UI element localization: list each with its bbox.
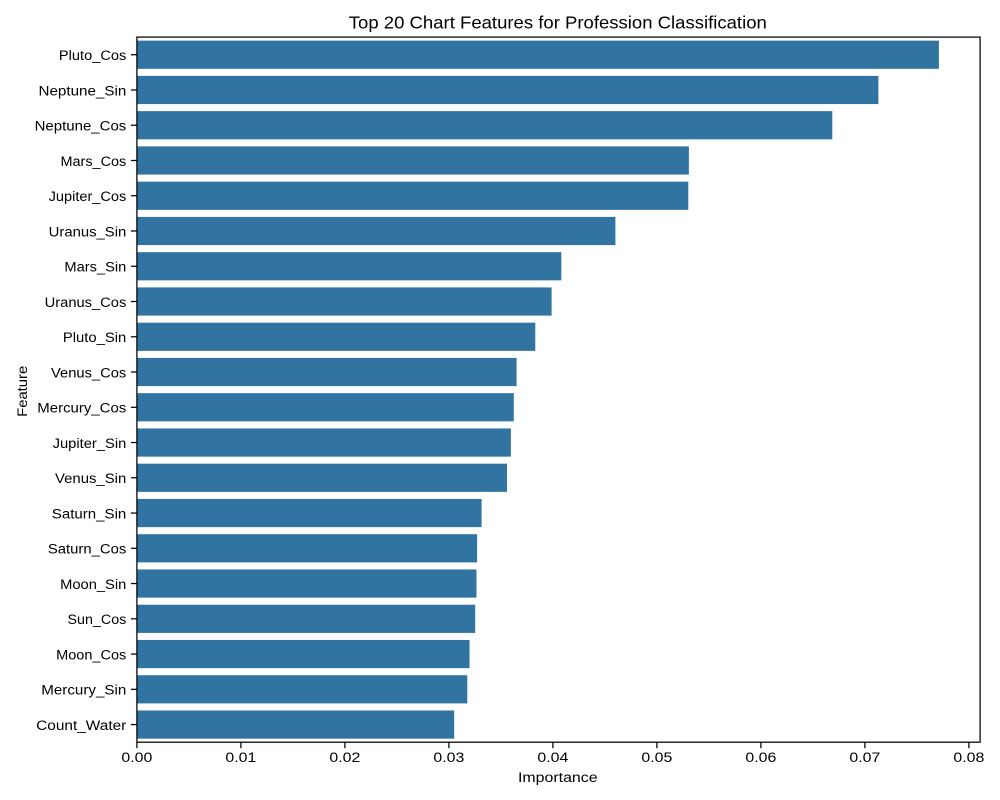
svg-text:0.06: 0.06 [745,749,776,765]
svg-text:Mercury_Sin: Mercury_Sin [41,682,126,698]
svg-text:Neptune_Cos: Neptune_Cos [35,118,127,134]
svg-text:Mercury_Cos: Mercury_Cos [37,400,126,416]
svg-text:0.01: 0.01 [225,749,256,765]
svg-text:Saturn_Cos: Saturn_Cos [48,541,126,557]
svg-text:Pluto_Cos: Pluto_Cos [59,47,126,63]
svg-text:Count_Water: Count_Water [36,717,126,733]
svg-text:Top 20 Chart Features for Prof: Top 20 Chart Features for Profession Cla… [349,13,767,33]
svg-text:0.04: 0.04 [537,749,568,765]
svg-text:0.02: 0.02 [329,749,360,765]
svg-text:Jupiter_Cos: Jupiter_Cos [49,188,127,204]
svg-text:Saturn_Sin: Saturn_Sin [52,505,127,521]
svg-text:0.05: 0.05 [641,749,672,765]
svg-text:Jupiter_Sin: Jupiter_Sin [53,435,127,451]
svg-text:Importance: Importance [518,769,598,785]
svg-text:Sun_Cos: Sun_Cos [68,611,127,627]
svg-text:Moon_Sin: Moon_Sin [60,576,126,592]
svg-text:0.07: 0.07 [849,749,880,765]
svg-text:0.03: 0.03 [433,749,464,765]
svg-text:0.00: 0.00 [121,749,152,765]
svg-text:Venus_Sin: Venus_Sin [55,470,126,486]
svg-text:Mars_Sin: Mars_Sin [64,259,126,275]
svg-text:Uranus_Cos: Uranus_Cos [45,294,127,310]
svg-text:Uranus_Sin: Uranus_Sin [49,223,127,239]
svg-text:Feature: Feature [14,366,30,417]
svg-text:Venus_Cos: Venus_Cos [51,364,126,380]
svg-text:Mars_Cos: Mars_Cos [60,153,126,169]
svg-text:0.08: 0.08 [953,749,984,765]
svg-text:Moon_Cos: Moon_Cos [56,646,126,662]
svg-text:Pluto_Sin: Pluto_Sin [63,329,126,345]
svg-text:Neptune_Sin: Neptune_Sin [39,82,127,98]
